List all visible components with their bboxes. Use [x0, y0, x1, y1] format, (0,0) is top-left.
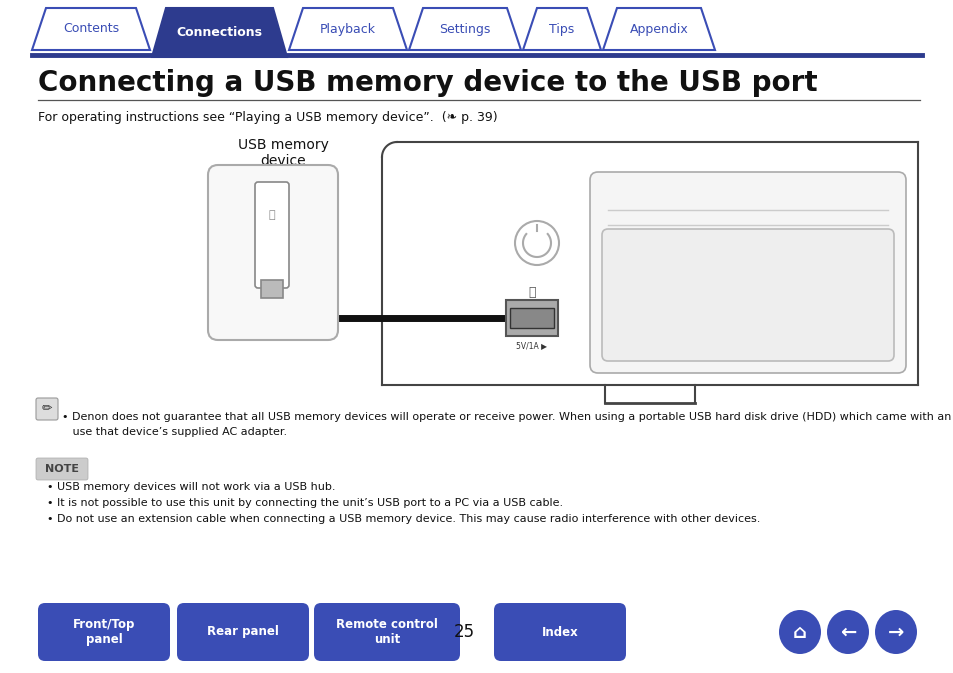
FancyBboxPatch shape — [36, 398, 58, 420]
Text: Tips: Tips — [549, 22, 574, 36]
FancyBboxPatch shape — [261, 280, 283, 298]
FancyBboxPatch shape — [38, 603, 170, 661]
FancyBboxPatch shape — [177, 603, 309, 661]
Ellipse shape — [874, 610, 916, 654]
Text: Connections: Connections — [176, 26, 262, 39]
Text: For operating instructions see “Playing a USB memory device”.  (❧ p. 39): For operating instructions see “Playing … — [38, 110, 497, 124]
Text: • Denon does not guarantee that all USB memory devices will operate or receive p: • Denon does not guarantee that all USB … — [62, 412, 953, 422]
Text: Contents: Contents — [63, 22, 119, 36]
FancyBboxPatch shape — [494, 603, 625, 661]
Text: NOTE: NOTE — [45, 464, 79, 474]
Ellipse shape — [779, 610, 821, 654]
Ellipse shape — [826, 610, 868, 654]
Circle shape — [515, 221, 558, 265]
Text: 25: 25 — [453, 623, 474, 641]
Polygon shape — [409, 8, 520, 50]
Text: Rear panel: Rear panel — [207, 625, 278, 639]
FancyBboxPatch shape — [510, 308, 554, 328]
Text: • It is not possible to use this unit by connecting the unit’s USB port to a PC : • It is not possible to use this unit by… — [47, 498, 562, 508]
FancyBboxPatch shape — [208, 165, 337, 340]
Text: Front/Top
panel: Front/Top panel — [72, 618, 135, 646]
Text: USB memory
device: USB memory device — [237, 138, 328, 168]
Text: ←: ← — [839, 623, 855, 641]
Text: →: → — [887, 623, 903, 641]
Text: • USB memory devices will not work via a USB hub.: • USB memory devices will not work via a… — [47, 482, 335, 492]
Text: use that device’s supplied AC adapter.: use that device’s supplied AC adapter. — [62, 427, 287, 437]
FancyBboxPatch shape — [589, 172, 905, 373]
Polygon shape — [152, 8, 287, 57]
Text: Appendix: Appendix — [629, 22, 688, 36]
Text: ⌂: ⌂ — [792, 623, 806, 641]
Polygon shape — [289, 8, 407, 50]
Text: Settings: Settings — [438, 22, 490, 36]
Text: • Do not use an extension cable when connecting a USB memory device. This may ca: • Do not use an extension cable when con… — [47, 514, 760, 524]
FancyBboxPatch shape — [314, 603, 459, 661]
Text: Index: Index — [541, 625, 578, 639]
Polygon shape — [522, 8, 600, 50]
FancyBboxPatch shape — [601, 229, 893, 361]
Text: Connecting a USB memory device to the USB port: Connecting a USB memory device to the US… — [38, 69, 817, 97]
Text: Remote control
unit: Remote control unit — [335, 618, 437, 646]
Polygon shape — [602, 8, 714, 50]
FancyBboxPatch shape — [36, 458, 88, 480]
Text: ⏻: ⏻ — [528, 285, 536, 299]
Text: 5V/1A ▶: 5V/1A ▶ — [516, 341, 547, 350]
Text: Playback: Playback — [319, 22, 375, 36]
FancyBboxPatch shape — [505, 300, 558, 336]
Text: ⏻: ⏻ — [269, 210, 275, 220]
Text: ✏: ✏ — [42, 402, 52, 415]
FancyBboxPatch shape — [254, 182, 289, 288]
Polygon shape — [32, 8, 150, 50]
